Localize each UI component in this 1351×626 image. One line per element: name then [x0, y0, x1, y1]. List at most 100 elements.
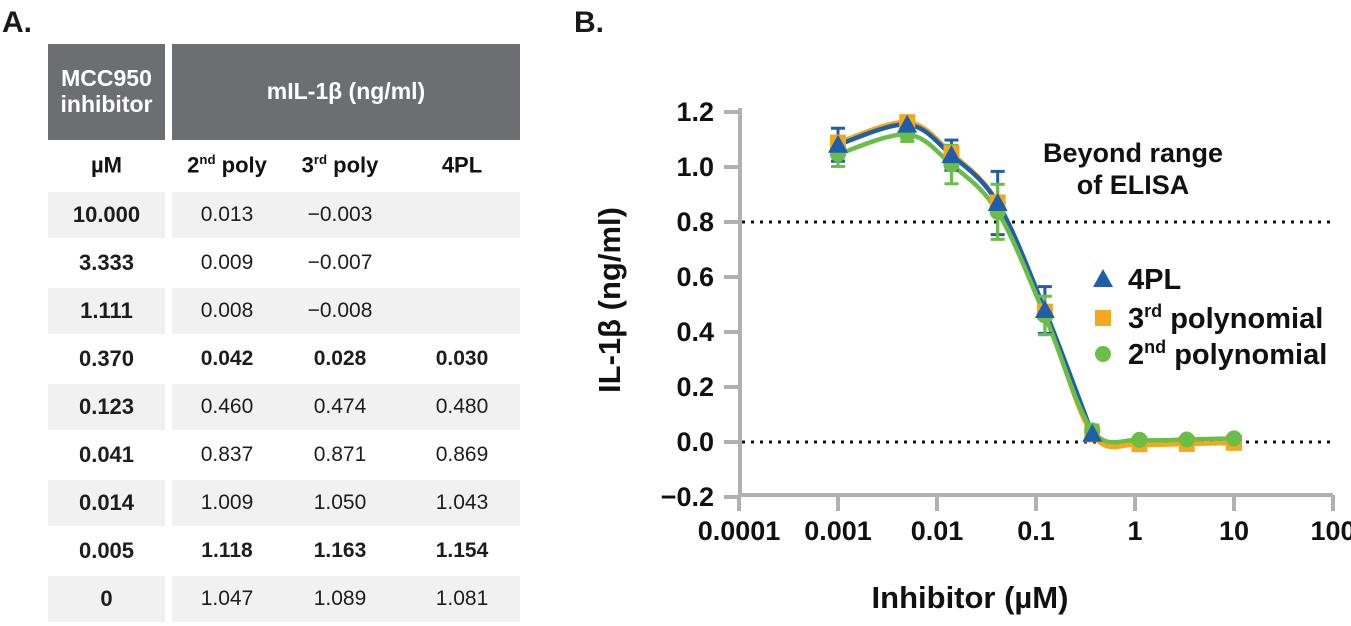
table-row: 3.333 0.009 −0.007 [48, 240, 520, 286]
cell-values-band: 0.837 0.871 0.869 [172, 432, 520, 478]
subheader-4pl: 4PL [441, 152, 483, 178]
cell-values-band: 0.460 0.474 0.480 [172, 384, 520, 430]
cell-values-band: 0.013 −0.003 [172, 192, 520, 238]
cell-values-band: 1.009 1.050 1.043 [172, 480, 520, 526]
marker-4pl-icon [1082, 423, 1103, 442]
panel-b-label: B. [574, 6, 604, 39]
cell-values-band: 1.118 1.163 1.154 [172, 528, 520, 574]
y-tick-label: 0.6 [676, 262, 714, 292]
cell-concentration: 0.005 [78, 538, 135, 563]
cell-4pl: 1.081 [435, 587, 489, 610]
cell-values-band: 0.008 −0.008 [172, 288, 520, 334]
y-tick-label: 0.4 [676, 317, 714, 347]
legend-marker-triangle-icon [1093, 269, 1113, 287]
cell-3rd-poly: 0.028 [313, 347, 367, 370]
table-row: 10.000 0.013 −0.003 [48, 192, 520, 238]
marker-2nd-polynomial-icon [1131, 431, 1148, 448]
header-line2: inhibitor [60, 91, 153, 117]
cell-3rd-poly: 1.050 [313, 491, 367, 514]
marker-4pl-icon [1034, 300, 1055, 318]
cell-concentration: 0.014 [48, 480, 165, 526]
y-tick-label: 0.0 [676, 427, 714, 457]
y-tick-label: −0.2 [661, 482, 714, 512]
marker-4pl-icon [897, 114, 918, 133]
legend-marker-circle-icon [1095, 346, 1111, 362]
cell-4pl: 0.030 [435, 347, 489, 370]
table-header-inhibitor-text: MCC950 inhibitor [48, 65, 165, 117]
header-line1: MCC950 [61, 65, 152, 91]
cell-concentration: 1.111 [48, 288, 165, 334]
cell-4pl: 0.480 [435, 395, 489, 418]
x-axis-title: Inhibitor (µM) [872, 580, 1069, 615]
cell-3rd-poly: 0.474 [313, 395, 367, 418]
y-tick-label: 1.2 [676, 97, 714, 127]
x-tick-label: 1 [1127, 516, 1142, 546]
subheader-3rd-poly: 3rd poly [301, 152, 379, 178]
cell-3rd-poly: 0.871 [313, 443, 367, 466]
cell-4pl: 1.043 [435, 491, 489, 514]
cell-2nd-poly: 0.460 [200, 395, 254, 418]
cell-2nd-poly: 0.042 [200, 347, 254, 370]
x-tick-label: 0.01 [911, 516, 964, 546]
table-row: 1.111 0.008 −0.008 [48, 288, 520, 334]
cell-values-band: 0.009 −0.007 [172, 240, 520, 286]
x-tick-label: 100 [1310, 516, 1351, 546]
cell-values-band: 1.047 1.089 1.081 [172, 576, 520, 622]
cell-concentration: 0.123 [48, 384, 165, 430]
y-tick-label: 1.0 [676, 152, 714, 182]
cell-2nd-poly: 0.837 [200, 443, 254, 466]
cell-concentration: 3.333 [78, 250, 135, 275]
annotation-beyond-range-line1: Beyond range [1043, 138, 1223, 168]
marker-2nd-polynomial-icon [1178, 431, 1195, 448]
cell-concentration: 10.000 [48, 192, 165, 238]
legend-label-4pl: 4PL [1128, 264, 1181, 296]
table-row: 0.005 1.118 1.163 1.154 [48, 528, 520, 574]
cell-values-band: 0.042 0.028 0.030 [172, 336, 520, 382]
table-subheader-row: µM 2nd poly 3rd poly 4PL [48, 140, 520, 190]
table-row: 0.014 1.009 1.050 1.043 [48, 480, 520, 526]
cell-3rd-poly: −0.008 [307, 299, 373, 322]
table-row: 0.370 0.042 0.028 0.030 [48, 336, 520, 382]
table-row: 0.123 0.460 0.474 0.480 [48, 384, 520, 430]
cell-4pl: 0.869 [435, 443, 489, 466]
marker-4pl-icon [987, 193, 1008, 212]
marker-4pl-icon [828, 134, 848, 153]
x-tick-label: 0.0001 [698, 516, 781, 546]
cell-3rd-poly: 1.089 [313, 587, 367, 610]
cell-concentration: 0.041 [78, 442, 135, 467]
y-tick-label: 0.2 [676, 372, 714, 402]
table-header-mil1b-text: mIL-1β (ng/ml) [266, 78, 426, 104]
table-row: 0 1.047 1.089 1.081 [48, 576, 520, 622]
cell-2nd-poly: 1.009 [200, 491, 254, 514]
y-axis-title: IL-1β (ng/ml) [592, 207, 627, 393]
cell-2nd-poly: 1.047 [200, 587, 254, 610]
legend-label-2nd-polynomial: 2nd polynomial [1128, 337, 1327, 371]
table-header-mil1b-cell: mIL-1β (ng/ml) [172, 44, 520, 140]
table-body: 10.000 0.013 −0.003 3.333 0.009 −0.007 1.111 0.… [48, 192, 520, 624]
cell-3rd-poly: −0.007 [307, 251, 373, 274]
cell-2nd-poly: 0.009 [200, 251, 254, 274]
marker-4pl-icon [941, 145, 962, 164]
cell-concentration: 0 [48, 576, 165, 622]
cell-3rd-poly: 1.163 [313, 539, 367, 562]
panel-a-label: A. [2, 6, 32, 39]
cell-2nd-poly: 0.008 [200, 299, 254, 322]
y-tick-label: 0.8 [676, 207, 714, 237]
table-header-inhibitor-cell: MCC950 inhibitor [48, 44, 165, 140]
legend-label-3rd-polynomial: 3rd polynomial [1128, 301, 1323, 335]
cell-3rd-poly: −0.003 [307, 203, 373, 226]
table-row: 0.041 0.837 0.871 0.869 [48, 432, 520, 478]
cell-2nd-poly: 1.118 [201, 539, 253, 562]
legend-marker-square-icon [1095, 310, 1111, 326]
cell-2nd-poly: 0.013 [200, 203, 254, 226]
cell-concentration: 0.370 [78, 346, 135, 371]
annotation-beyond-range-line2: of ELISA [1077, 170, 1190, 200]
marker-2nd-polynomial-icon [1226, 430, 1242, 447]
x-tick-label: 0.001 [804, 516, 872, 546]
subheader-2nd-poly: 2nd poly [187, 152, 267, 178]
x-tick-label: 0.1 [1017, 516, 1055, 546]
cell-4pl: 1.154 [435, 539, 489, 562]
curve-4pl [837, 122, 1095, 435]
